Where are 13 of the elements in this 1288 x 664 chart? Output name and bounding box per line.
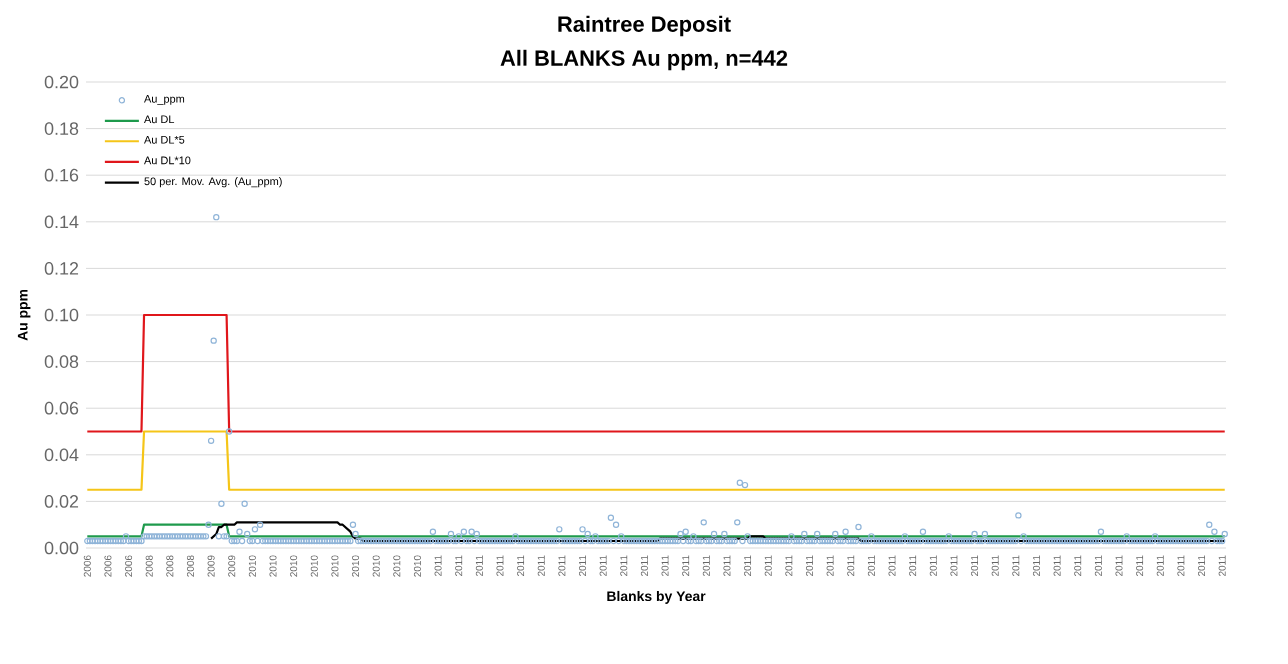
y-tick-label: 0.18	[44, 122, 79, 135]
y-tick-label: 0.06	[44, 401, 79, 415]
y-tick-label: 0.08	[44, 355, 79, 368]
y-tick-label: 0.00	[44, 541, 79, 555]
y-tick-label: 0.20	[44, 75, 79, 89]
y-tick-label: 0.10	[44, 308, 79, 322]
y-tick-label: 0.16	[44, 168, 79, 182]
y-tick-label: 0.04	[44, 448, 79, 462]
chart-subtitle: All BLANKS Au ppm, n=442	[500, 49, 788, 71]
y-tick-label: 0.12	[44, 262, 79, 275]
y-tick-label: 0.14	[44, 215, 79, 229]
y-tick-label: 0.02	[44, 495, 79, 508]
chart-title: Raintree Deposit	[558, 15, 731, 37]
